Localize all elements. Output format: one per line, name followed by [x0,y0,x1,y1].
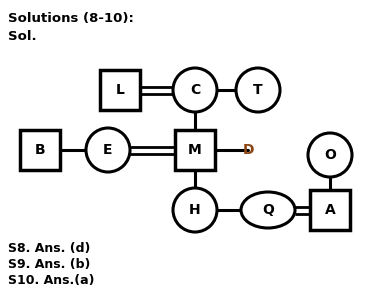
Text: C: C [190,83,200,97]
Bar [175,130,215,170]
Ellipse shape [241,192,295,228]
Text: Solutions (8-10):: Solutions (8-10): [8,12,134,25]
Text: S8. Ans. (d): S8. Ans. (d) [8,242,90,255]
Text: Q: Q [262,203,274,217]
Text: L: L [116,83,124,97]
Circle shape [308,133,352,177]
Text: B: B [34,143,45,157]
Text: D: D [242,143,254,157]
Bar [20,130,60,170]
Text: A: A [325,203,335,217]
Circle shape [86,128,130,172]
Circle shape [236,68,280,112]
Text: H: H [189,203,201,217]
Text: Sol.: Sol. [8,30,37,43]
Text: M: M [188,143,202,157]
Bar [100,70,140,110]
Text: S10. Ans.(a): S10. Ans.(a) [8,274,94,287]
Text: O: O [324,148,336,162]
Text: S9. Ans. (b): S9. Ans. (b) [8,258,90,271]
Circle shape [173,188,217,232]
Bar [310,190,350,230]
Text: T: T [253,83,263,97]
Text: E: E [103,143,113,157]
Circle shape [173,68,217,112]
